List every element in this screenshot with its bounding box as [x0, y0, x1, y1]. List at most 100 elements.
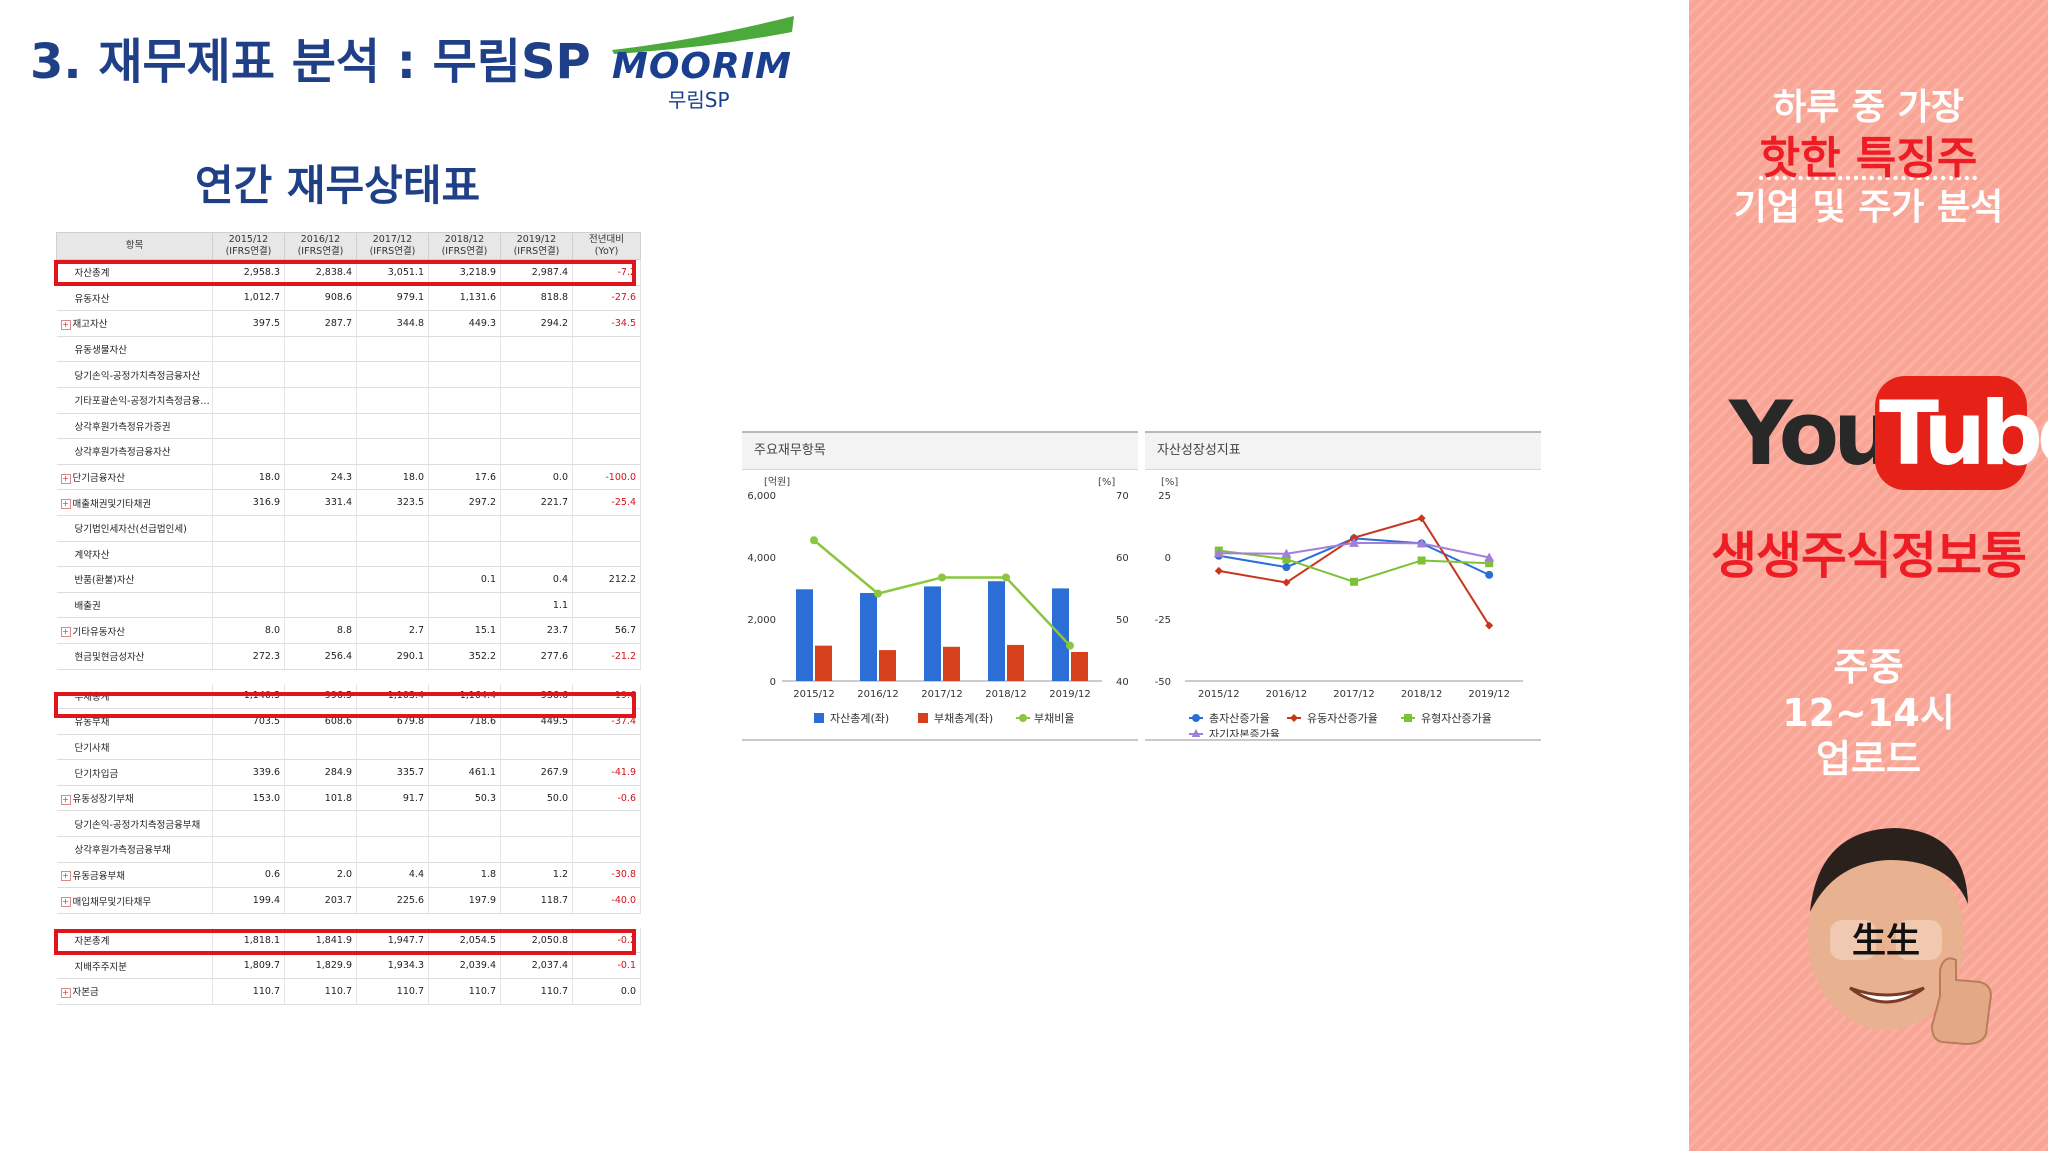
expand-plus-icon[interactable]: + — [60, 473, 71, 484]
value-cell: 110.7 — [212, 978, 285, 1005]
value-cell: 0.1 — [428, 566, 501, 593]
value-cell — [284, 438, 357, 465]
value-cell: 1,131.6 — [428, 285, 501, 312]
table-row: + 기타유동자산 8.0 8.8 2.7 15.1 23.7 56.7 — [56, 617, 641, 644]
y-tick-label: 0 — [1165, 553, 1171, 564]
table-row: 기타포괄손익-공정가치측정금융… — [56, 387, 641, 414]
table-row: 상각후원가측정유가증권 — [56, 413, 641, 440]
value-cell — [212, 836, 285, 863]
table-row: + 재고자산 397.5 287.7 344.8 449.3 294.2 -34.5 — [56, 310, 641, 337]
bar-total-assets — [988, 581, 1005, 681]
value-cell: 203.7 — [284, 887, 357, 914]
row-label-cell[interactable]: + 유동성장기부채 — [56, 785, 213, 812]
slide-title: 3. 재무제표 분석 : 무림SP — [30, 34, 591, 90]
value-cell — [500, 413, 573, 440]
expand-plus-icon[interactable]: + — [60, 499, 71, 510]
yoy-cell: -25.4 — [572, 489, 641, 516]
yoy-cell: 56.7 — [572, 617, 641, 644]
series-point — [1282, 578, 1291, 587]
table-row: 당기손익-공정가치측정금융자산 — [56, 361, 641, 388]
table-spacer-row — [57, 669, 641, 684]
series-point — [938, 573, 946, 582]
value-cell — [356, 361, 429, 388]
x-tick-label: 2016/12 — [1266, 689, 1308, 700]
value-cell — [356, 541, 429, 568]
row-label: 기타포괄손익-공정가치측정금융… — [74, 396, 210, 408]
yoy-cell: -100.0 — [572, 464, 641, 491]
value-cell: 110.7 — [356, 978, 429, 1005]
youtube-tube-badge — [1875, 376, 2027, 490]
x-tick-label: 2016/12 — [857, 689, 899, 700]
promo-line-1: 하루 중 가장 — [1773, 87, 1964, 128]
row-label-cell[interactable]: + 단기금융자산 — [56, 464, 213, 491]
table-row: 상각후원가측정금융부채 — [56, 836, 641, 863]
value-cell: 18.0 — [356, 464, 429, 491]
yoy-cell: -0.6 — [572, 785, 641, 812]
series-point — [1192, 714, 1200, 722]
value-cell — [500, 438, 573, 465]
expand-plus-icon[interactable]: + — [60, 319, 71, 330]
logo-subtext: 무림SP — [668, 88, 730, 112]
promo-line-2: 핫한 특징주 — [1759, 133, 1978, 184]
yoy-cell: 212.2 — [572, 566, 641, 593]
header-main-label: 2016/12 — [300, 234, 341, 245]
x-tick-label: 2019/12 — [1049, 689, 1091, 700]
row-label-cell: 당기법인세자산(선급법인세) — [56, 515, 213, 542]
value-cell — [500, 734, 573, 761]
table-row: 유동자산 1,012.7 908.6 979.1 1,131.6 818.8 -27.6 — [56, 285, 641, 312]
yoy-cell — [572, 592, 641, 619]
row-label-cell: 현금및현금성자산 — [56, 643, 213, 670]
x-tick-label: 2015/12 — [793, 689, 835, 700]
expand-plus-icon[interactable]: + — [60, 871, 71, 882]
expand-plus-icon[interactable]: + — [60, 987, 71, 998]
value-cell — [356, 592, 429, 619]
row-label-cell[interactable]: + 기타유동자산 — [56, 617, 213, 644]
value-cell — [428, 438, 501, 465]
value-cell: 110.7 — [500, 978, 573, 1005]
row-label-cell[interactable]: + 자본금 — [56, 978, 213, 1005]
row-label-cell[interactable]: + 매입채무및기타채무 — [56, 887, 213, 914]
value-cell — [212, 810, 285, 838]
row-label: 당기손익-공정가치측정금융자산 — [74, 370, 201, 382]
series-point — [1350, 533, 1358, 542]
value-cell — [356, 515, 429, 542]
value-cell: 297.2 — [428, 489, 501, 516]
expand-plus-icon[interactable]: + — [60, 794, 71, 805]
row-label: 상각후원가측정유가증권 — [74, 421, 171, 433]
avatar-face-mark: 生生 — [1852, 921, 1920, 961]
expand-plus-icon[interactable]: + — [60, 897, 71, 908]
table-header-cell: 2016/12 (IFRS연결) — [284, 232, 357, 260]
row-label: 재고자산 — [72, 319, 108, 331]
expand-plus-icon[interactable]: + — [60, 627, 71, 638]
series-point — [1282, 563, 1291, 572]
value-cell: 294.2 — [500, 310, 573, 337]
row-label-cell: 상각후원가측정금융자산 — [56, 438, 213, 465]
value-cell: 118.7 — [500, 887, 573, 914]
value-cell: 23.7 — [500, 617, 573, 644]
value-cell: 331.4 — [284, 489, 357, 516]
row-label-cell[interactable]: + 유동금융부채 — [56, 862, 213, 889]
series-point — [1417, 514, 1426, 523]
value-cell — [212, 438, 285, 465]
yoy-cell — [572, 836, 641, 863]
yoy-cell: -37.4 — [572, 708, 641, 735]
table-row: 당기법인세자산(선급법인세) — [56, 515, 641, 542]
header-sub-label: (IFRS연결) — [441, 246, 488, 257]
table-row: 단기차입금 339.6 284.9 335.7 461.1 267.9 -41.9 — [56, 759, 641, 786]
value-cell: 221.7 — [500, 489, 573, 516]
bar-total-liabilities — [1007, 644, 1024, 681]
value-cell: 267.9 — [500, 759, 573, 786]
row-label-cell: 반품(환불)자산 — [56, 566, 213, 593]
series-point — [1349, 537, 1359, 547]
value-cell — [428, 361, 501, 388]
row-label: 지배주주지분 — [74, 961, 127, 973]
series-point — [810, 536, 818, 545]
row-label-cell: 유동자산 — [56, 285, 213, 312]
value-cell: 17.6 — [428, 464, 501, 491]
legend-label: 총자산증가율 — [1209, 712, 1270, 725]
table-row: 당기손익-공정가치측정금융부채 — [56, 810, 641, 838]
legend-swatch — [814, 713, 824, 723]
row-label-cell[interactable]: + 재고자산 — [56, 310, 213, 337]
series-point — [1350, 577, 1358, 586]
row-label-cell[interactable]: + 매출채권및기타채권 — [56, 489, 213, 516]
